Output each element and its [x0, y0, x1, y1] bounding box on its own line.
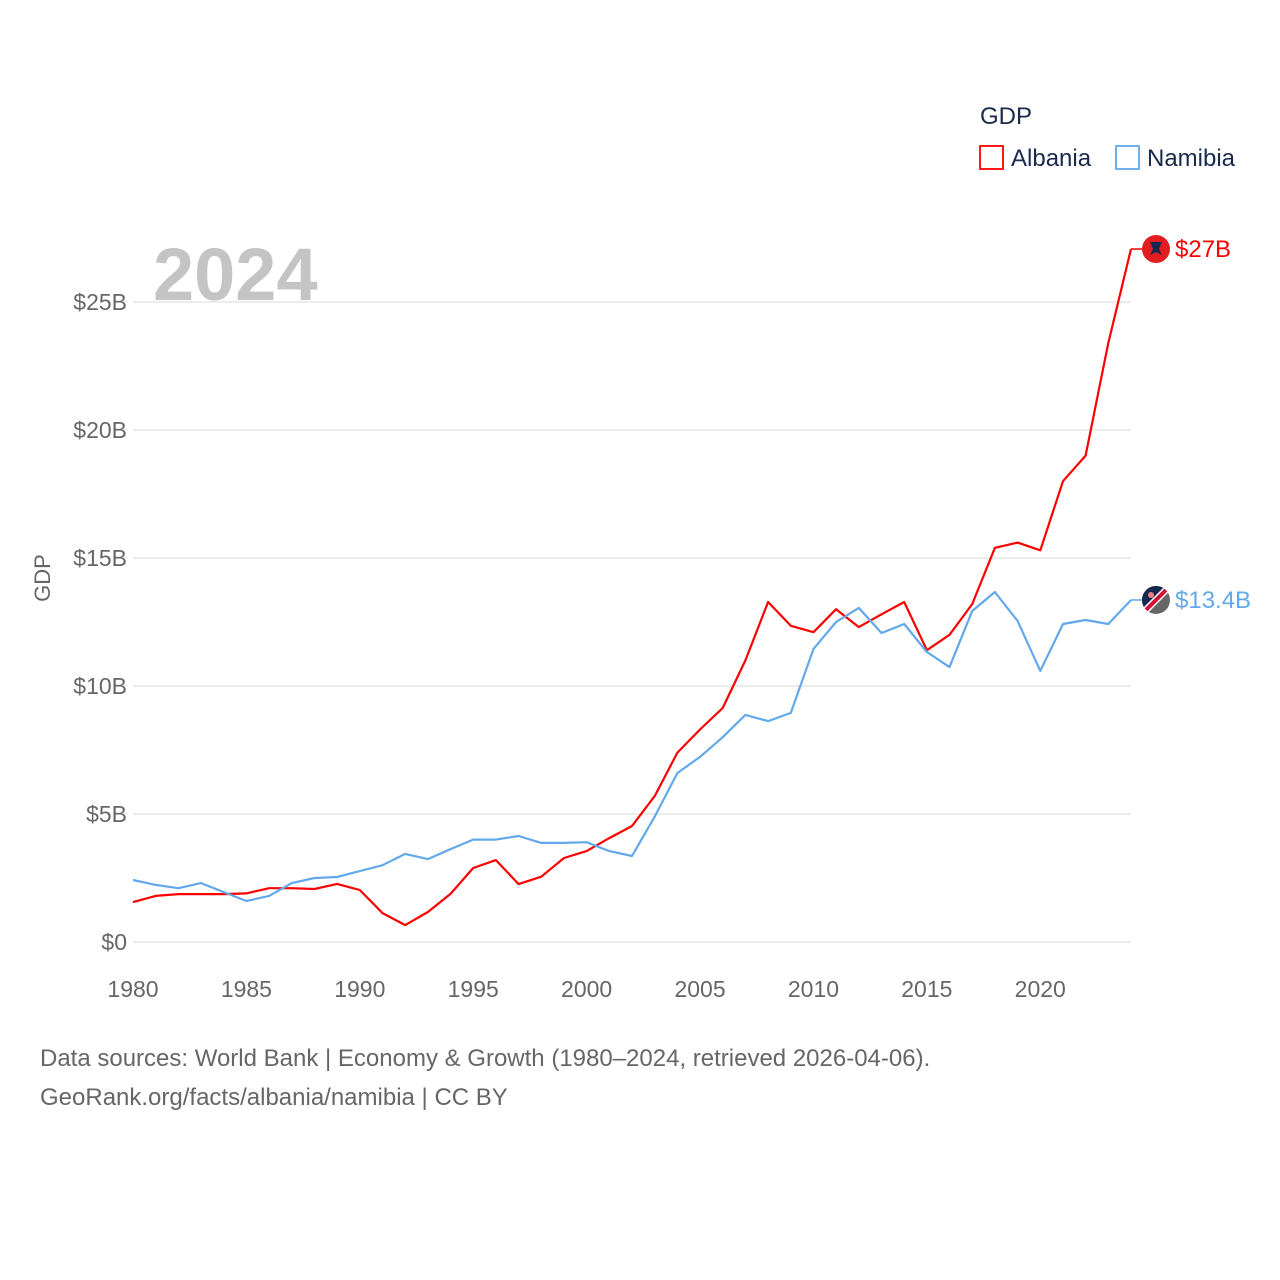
legend-swatch	[1115, 145, 1140, 170]
y-tick-label: $20B	[73, 417, 127, 443]
y-tick-label: $0	[101, 929, 127, 955]
legend-label: Albania	[1011, 145, 1092, 172]
series-line-albania	[132, 248, 1133, 927]
current-year-label: 2024	[153, 233, 318, 316]
legend-label: Namibia	[1147, 145, 1236, 172]
x-tick-label: 2005	[674, 976, 725, 1002]
y-tick-label: $25B	[73, 289, 127, 315]
y-tick-label: $5B	[86, 801, 127, 827]
legend-title: GDP	[980, 103, 1032, 130]
namibia-flag-icon	[1142, 585, 1170, 614]
legend: GDP Albania Namibia	[979, 103, 1236, 172]
x-tick-label: 2000	[561, 976, 612, 1002]
x-tick-label: 2010	[788, 976, 839, 1002]
x-tick-label: 1985	[221, 976, 272, 1002]
x-tick-label: 1990	[334, 976, 385, 1002]
albania-flag-icon	[1142, 235, 1170, 264]
legend-item-albania[interactable]: Albania	[979, 145, 1092, 172]
footer-link[interactable]: GeoRank.org/facts/albania/namibia | CC B…	[40, 1084, 508, 1111]
footer-sources: Data sources: World Bank | Economy & Gro…	[40, 1045, 931, 1072]
legend-item-namibia[interactable]: Namibia	[1115, 145, 1236, 172]
y-tick-label: $15B	[73, 545, 127, 571]
x-tick-label: 2020	[1015, 976, 1066, 1002]
x-tick-label: 2015	[901, 976, 952, 1002]
end-value-label: $13.4B	[1175, 587, 1251, 614]
x-tick-label: 1995	[448, 976, 499, 1002]
legend-swatch	[979, 145, 1004, 170]
x-tick-label: 1980	[107, 976, 158, 1002]
end-value-label: $27B	[1175, 236, 1231, 263]
y-tick-label: $10B	[73, 673, 127, 699]
series-line-namibia	[132, 590, 1132, 903]
y-axis-label: GDP	[30, 554, 55, 602]
